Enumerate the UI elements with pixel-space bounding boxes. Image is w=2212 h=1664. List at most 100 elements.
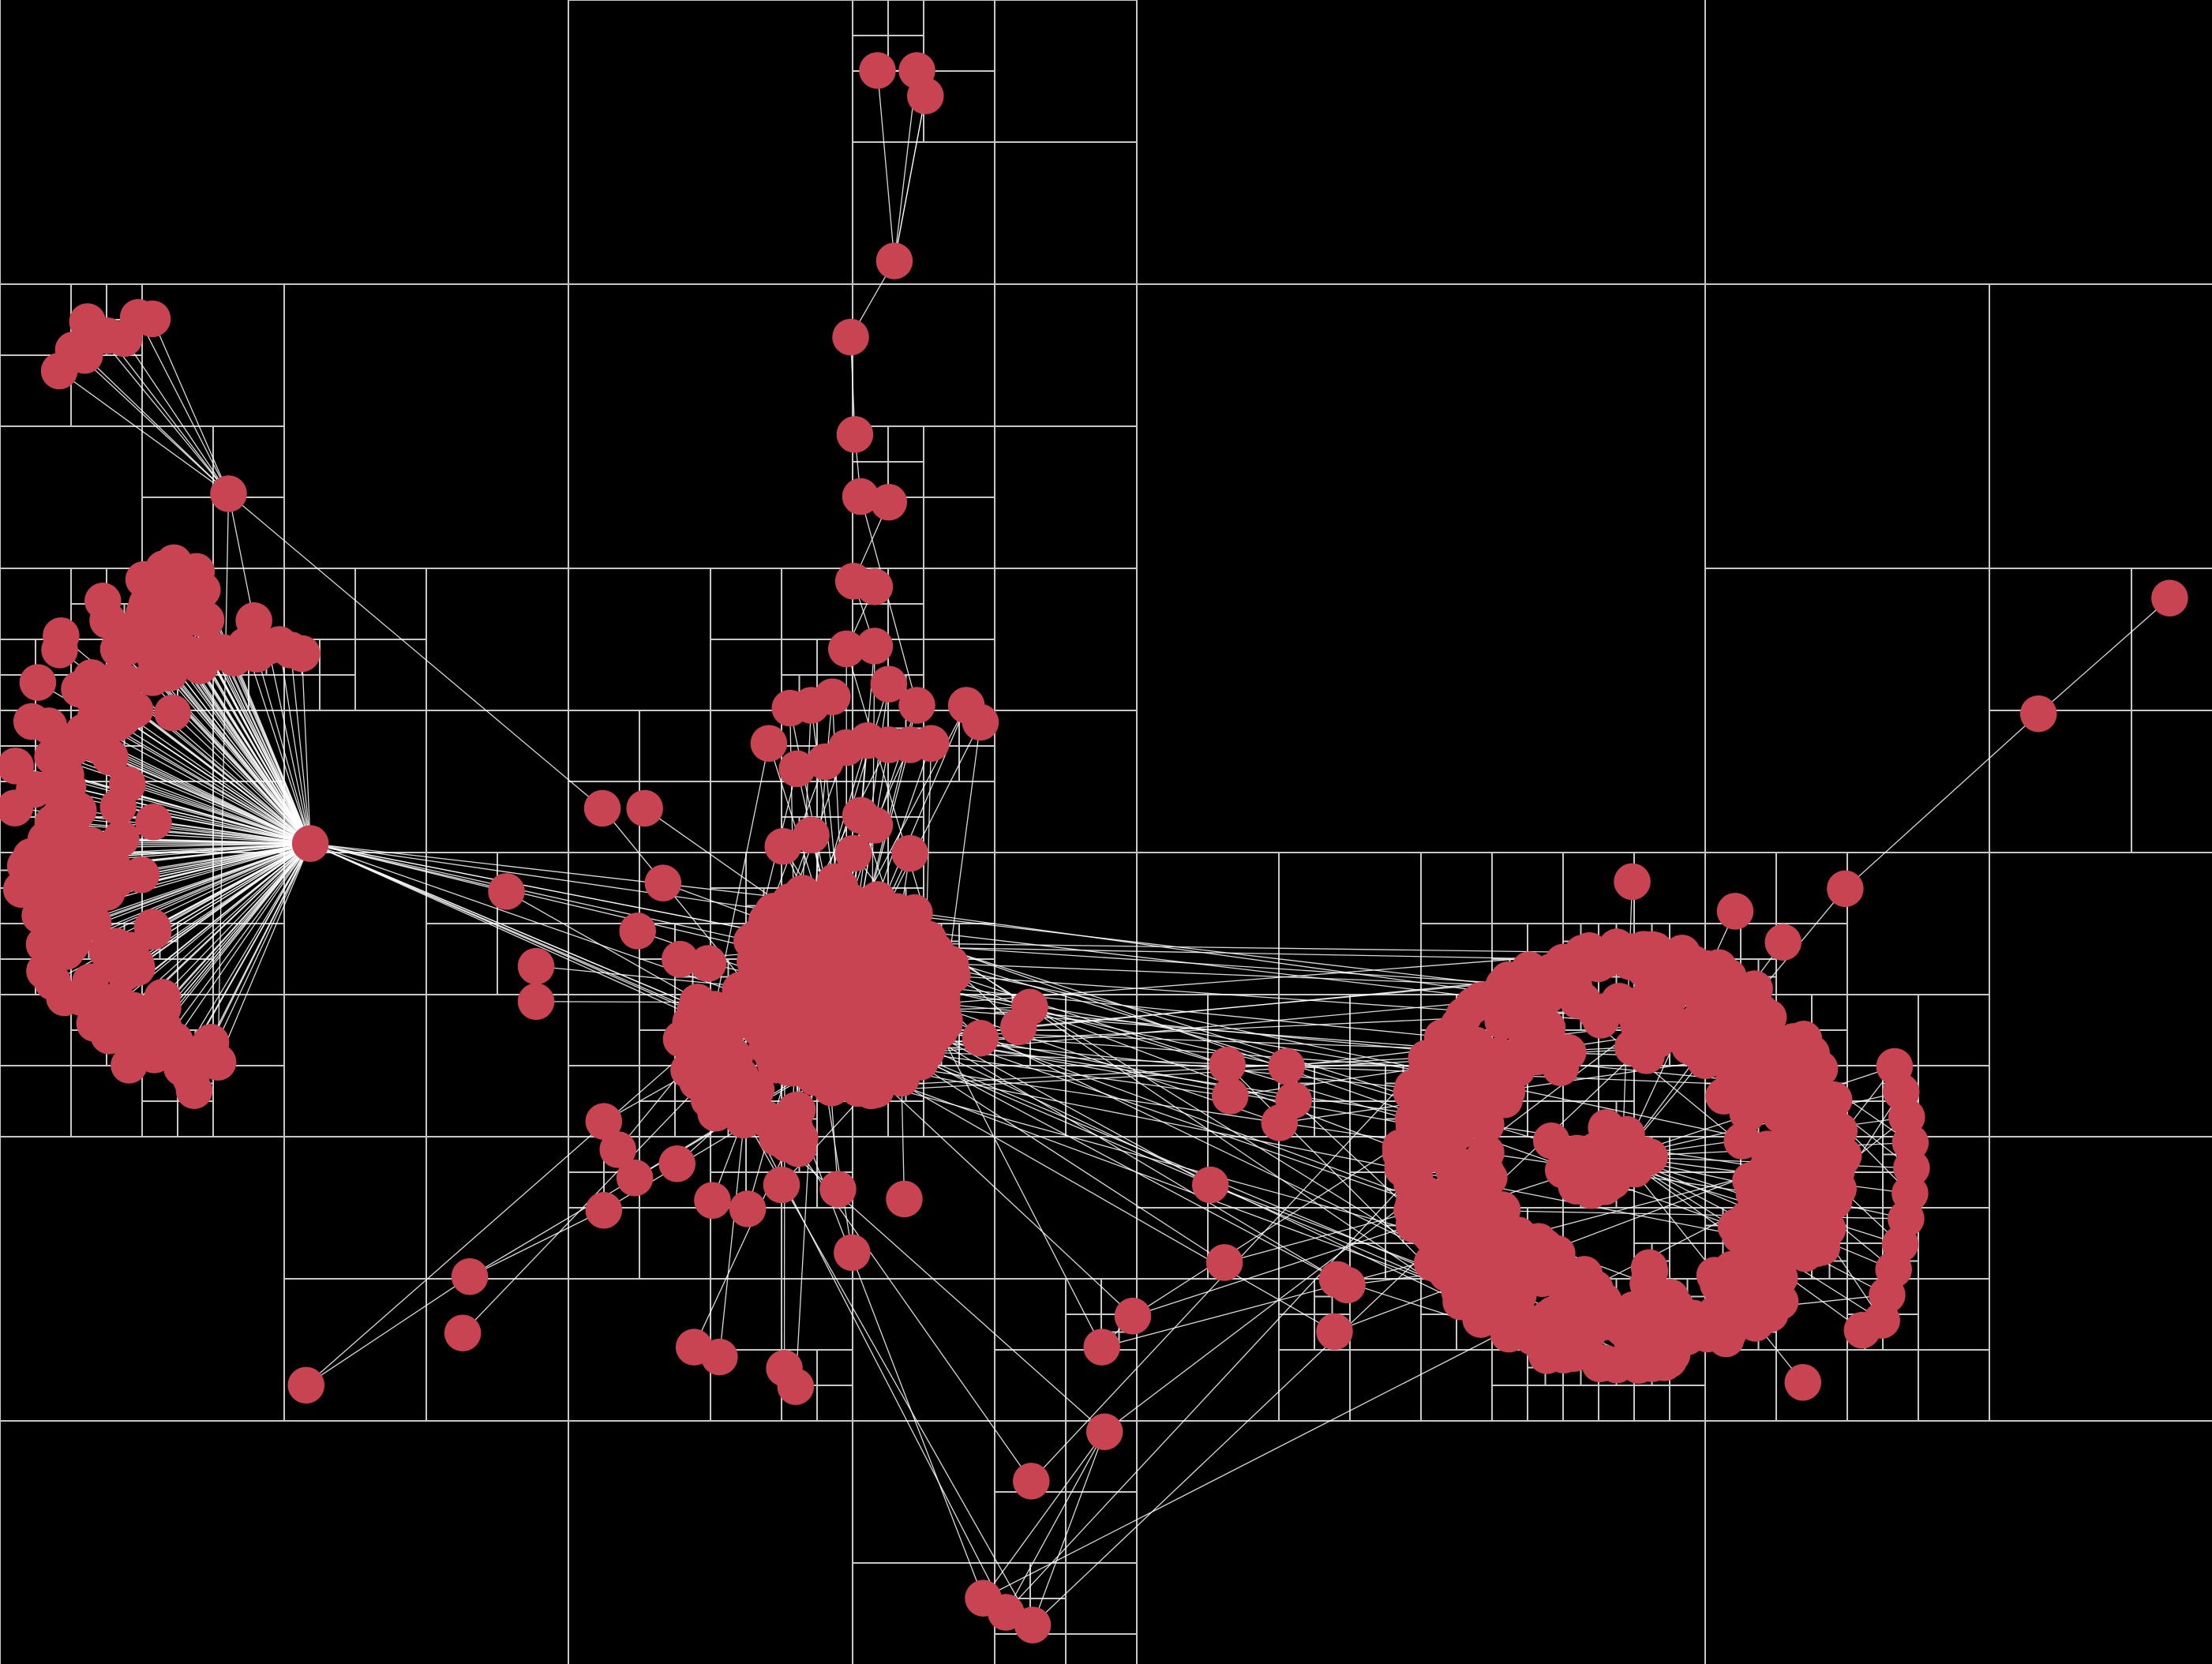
graph-node[interactable]	[821, 868, 859, 905]
graph-node[interactable]	[1013, 1463, 1050, 1500]
graph-node[interactable]	[1614, 1029, 1652, 1066]
graph-node[interactable]	[1805, 1151, 1842, 1189]
graph-node[interactable]	[1578, 1137, 1616, 1175]
graph-node[interactable]	[1114, 1298, 1152, 1335]
graph-node[interactable]	[1735, 1208, 1773, 1246]
graph-node[interactable]	[1494, 1314, 1532, 1351]
graph-node[interactable]	[2151, 579, 2188, 617]
graph-node[interactable]	[1329, 1266, 1366, 1304]
graph-node[interactable]	[879, 991, 917, 1029]
graph-node[interactable]	[2, 871, 40, 908]
graph-node[interactable]	[451, 1257, 489, 1295]
graph-node[interactable]	[187, 602, 225, 639]
graph-node[interactable]	[1577, 1269, 1614, 1307]
graph-node[interactable]	[1382, 1129, 1419, 1167]
graph-node[interactable]	[599, 1131, 636, 1168]
graph-node[interactable]	[764, 827, 802, 865]
graph-node[interactable]	[759, 959, 797, 997]
graph-node[interactable]	[0, 789, 33, 826]
graph-node[interactable]	[883, 1053, 921, 1090]
graph-node[interactable]	[1192, 1166, 1229, 1204]
graph-node[interactable]	[844, 995, 881, 1033]
graph-node[interactable]	[819, 1171, 857, 1208]
graph-node[interactable]	[1735, 1175, 1773, 1212]
graph-node[interactable]	[1209, 1046, 1246, 1084]
graph-node[interactable]	[19, 664, 57, 701]
graph-node[interactable]	[132, 1015, 169, 1053]
graph-node[interactable]	[662, 1021, 700, 1058]
graph-node[interactable]	[1843, 1311, 1881, 1349]
graph-node[interactable]	[1630, 1249, 1668, 1287]
graph-node[interactable]	[718, 991, 755, 1029]
graph-node[interactable]	[1740, 1242, 1778, 1280]
graph-node[interactable]	[1413, 1135, 1451, 1173]
graph-node[interactable]	[644, 864, 682, 901]
graph-node[interactable]	[1710, 958, 1747, 995]
graph-node[interactable]	[962, 1019, 999, 1057]
graph-node[interactable]	[1454, 987, 1492, 1025]
graph-node[interactable]	[1772, 1159, 1810, 1196]
graph-node[interactable]	[859, 52, 896, 89]
graph-node[interactable]	[827, 630, 865, 668]
graph-node[interactable]	[1547, 1284, 1585, 1321]
graph-node[interactable]	[1614, 863, 1651, 901]
graph-node[interactable]	[25, 926, 63, 963]
graph-node[interactable]	[754, 1018, 791, 1055]
graph-node[interactable]	[870, 483, 908, 521]
graph-node[interactable]	[662, 940, 699, 978]
graph-node[interactable]	[750, 725, 788, 762]
graph-node[interactable]	[74, 904, 112, 941]
graph-node[interactable]	[46, 738, 83, 776]
graph-node[interactable]	[111, 1047, 148, 1084]
graph-node[interactable]	[1395, 1195, 1432, 1232]
graph-node[interactable]	[135, 804, 172, 841]
graph-node[interactable]	[870, 665, 908, 703]
graph-node[interactable]	[1550, 1033, 1587, 1071]
graph-node[interactable]	[517, 947, 555, 985]
graph-node[interactable]	[1445, 1227, 1483, 1264]
graph-node[interactable]	[133, 602, 171, 639]
graph-node[interactable]	[926, 1005, 963, 1043]
graph-node[interactable]	[1451, 1036, 1489, 1074]
graph-node[interactable]	[864, 901, 902, 939]
graph-node[interactable]	[585, 1103, 623, 1140]
graph-node[interactable]	[729, 1190, 767, 1227]
graph-node[interactable]	[856, 568, 894, 605]
graph-node[interactable]	[1657, 1287, 1694, 1325]
graph-node[interactable]	[1669, 1318, 1706, 1355]
graph-node[interactable]	[1785, 1021, 1823, 1058]
graph-node[interactable]	[836, 416, 874, 453]
graph-node[interactable]	[1827, 870, 1864, 908]
graph-node[interactable]	[1487, 1040, 1524, 1077]
graph-node[interactable]	[2019, 695, 2057, 733]
graph-node[interactable]	[834, 834, 872, 872]
graph-node[interactable]	[658, 1145, 695, 1182]
graph-node[interactable]	[694, 1182, 731, 1219]
graph-node[interactable]	[898, 687, 935, 724]
graph-node[interactable]	[763, 1166, 800, 1204]
graph-node[interactable]	[762, 1117, 800, 1155]
graph-node[interactable]	[66, 337, 103, 374]
graph-node[interactable]	[1471, 1186, 1509, 1224]
graph-node[interactable]	[1764, 924, 1801, 961]
graph-node[interactable]	[793, 980, 831, 1017]
graph-node[interactable]	[134, 913, 172, 950]
graph-node[interactable]	[1393, 1164, 1430, 1202]
graph-node[interactable]	[1789, 1118, 1827, 1155]
graph-node[interactable]	[856, 628, 894, 665]
hub-node[interactable]	[291, 825, 329, 862]
graph-node[interactable]	[1637, 931, 1674, 969]
graph-node[interactable]	[911, 947, 948, 985]
graph-node[interactable]	[1687, 1042, 1724, 1079]
graph-node[interactable]	[41, 631, 78, 669]
graph-node[interactable]	[907, 77, 944, 114]
graph-node[interactable]	[66, 849, 103, 886]
graph-node[interactable]	[842, 478, 879, 515]
graph-node[interactable]	[1261, 1104, 1299, 1141]
graph-node[interactable]	[40, 868, 78, 905]
graph-node[interactable]	[1647, 979, 1685, 1017]
graph-node[interactable]	[1014, 1606, 1052, 1643]
graph-node[interactable]	[913, 725, 950, 762]
